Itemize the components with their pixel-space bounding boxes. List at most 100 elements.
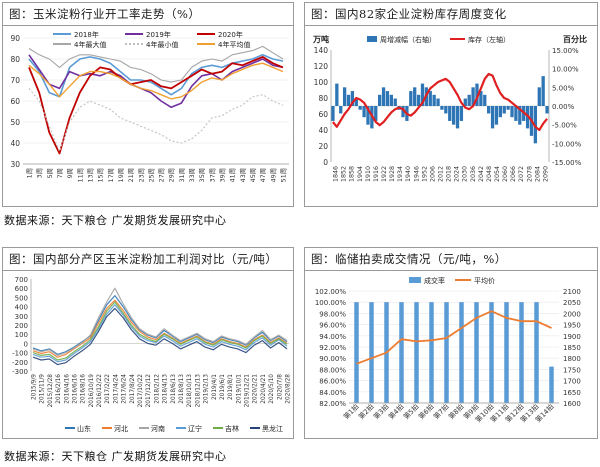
x-tick-label: 2012 [438,166,445,182]
x-tick-label: 1940 [405,166,412,182]
x-tick-label: 49周 [269,168,277,182]
legend-label: 河南 [151,424,165,433]
x-tick-label: 2018/4/13 [163,374,169,404]
y-tick-label: 90 [10,34,20,43]
y-tick-label-right: 2050 [563,299,581,307]
legend-label: 2019年 [146,30,171,39]
bar-weekly-change [483,94,487,106]
x-tick-label: 45周 [249,168,257,182]
y-tick-label-left: 100.00% [315,299,346,307]
bar-deal-rate [549,366,554,403]
bar-weekly-change [502,106,506,114]
chart-title: 图：国内82家企业淀粉库存周度变化 [305,3,597,26]
x-tick-label: 2016/2/16 [56,374,62,404]
bar-weekly-change [381,87,386,106]
x-tick-label: 2017/4/24 [113,374,119,404]
legend-swatch [409,277,421,283]
y-tick-label-right: 2100 [563,288,581,296]
bar-weekly-change [428,91,432,106]
y-tick-label: -300 [12,368,28,376]
bar-weekly-change [514,106,518,121]
bar-weekly-change [339,106,343,114]
x-tick-label: 2019/8/1 [228,374,234,400]
x-tick-label: 2006 [429,166,436,182]
x-tick-label: 1852 [341,166,348,182]
y-tick-label-left: 86.00% [319,378,346,386]
series-line [28,45,284,83]
series-line [32,301,288,361]
bar-weekly-change [389,94,393,106]
x-tick-label: 2020/7/8 [277,374,283,400]
x-tick-label: 1934 [397,166,404,182]
avg-price-line [356,310,552,365]
bar-weekly-change [537,87,541,106]
legend-label: 吉林 [225,424,239,433]
y-tick-label-right: 1750 [563,366,581,374]
y-tick-label-right: 2000 [563,310,581,318]
x-tick-label: 1946 [413,166,420,182]
left-axis-label: 万吨 [312,34,329,44]
bar-weekly-change [487,106,491,114]
legend-label: 平均价 [474,276,495,285]
chart-starch-inventory: 140 120 100 80 60 40 20 0 15.00% 10.00% 5.00% 0.00%… [312,34,587,182]
x-tick-label: 19周 [117,168,125,182]
y-tick-label-right: 0.00% [552,103,575,111]
y-tick-label: -100 [12,350,28,358]
y-tick-label: 400 [15,304,28,312]
y-tick-label-left: 88.00% [319,366,346,374]
y-tick-label-right: 1800 [563,355,581,363]
y-tick-label-left: 90.00% [319,355,346,363]
chart-title: 图：国内部分产区玉米淀粉加工利润对比（元/吨） [3,248,293,271]
x-tick-label: 2024 [454,166,461,182]
y-tick-label-left: 60 [318,110,328,119]
x-tick-label: 2020/4/21 [261,374,267,404]
y-tick-label: 50 [10,118,20,127]
x-tick-label: 11周 [76,168,84,182]
x-tick-label: 37周 [208,168,216,182]
y-tick-label: 200 [15,322,28,330]
bar-deal-rate [474,302,479,403]
legend-label: 4年平均值 [218,40,250,49]
x-tick-label: 5周 [46,168,54,178]
x-tick-label: 2015/12/28 [48,374,54,408]
bar-weekly-change [416,94,421,106]
legend-swatch [367,36,377,42]
x-tick-label: 2017/8/24 [130,374,136,404]
series-line [28,88,284,152]
bar-weekly-change [440,106,444,110]
x-tick-label: 41周 [229,168,237,182]
y-tick-label: 100 [15,331,28,339]
bar-deal-rate [414,302,419,403]
bar-deal-rate [519,302,524,403]
x-tick-label: 1928 [389,166,396,182]
bar-weekly-change [467,94,471,106]
x-tick-label: 2020/5/10 [269,374,275,404]
bar-weekly-change [331,106,335,121]
y-tick-label-left: 80 [318,94,328,103]
bar-weekly-change [385,91,390,106]
series-line [32,304,288,363]
chart-panel-auction: 图：临储拍卖成交情况（元/吨，%） 102.00% 100.00% 98.00% 96… [304,247,598,439]
x-tick-label: 2019/2/13 [204,374,210,404]
chart-title: 图：玉米淀粉行业开工率走势（%） [3,3,293,26]
x-tick-label: 13周 [86,168,94,182]
series-line [32,295,288,355]
chart-panel-profit: 图：国内部分产区玉米淀粉加工利润对比（元/吨） 700 600 500 400 300 2… [2,247,294,439]
x-tick-label: 2018/2/12 [154,374,160,404]
bar-weekly-change [506,106,510,110]
x-tick-label: 第3拍 [371,402,390,421]
x-tick-label: 2020/8/28 [286,374,292,404]
x-tick-label: 33周 [188,168,196,182]
chart-auction-results: 102.00% 100.00% 98.00% 96.00% 94.00% 92.00% 90… [315,276,581,424]
x-tick-label: 2019/12/21 [245,374,251,408]
x-tick-label: 31周 [178,168,186,182]
x-tick-label: 2072 [518,166,525,182]
legend-label: 成交率 [424,276,445,285]
x-tick-label: 2018/10/13 [187,374,193,408]
y-tick-label-left: 92.00% [319,344,346,352]
y-tick-label-left: 96.00% [319,322,346,330]
x-tick-label: 2054 [494,166,501,182]
x-tick-label: 3周 [36,168,44,178]
y-tick-label: 500 [15,294,28,302]
y-tick-label-left: 40 [318,126,328,135]
